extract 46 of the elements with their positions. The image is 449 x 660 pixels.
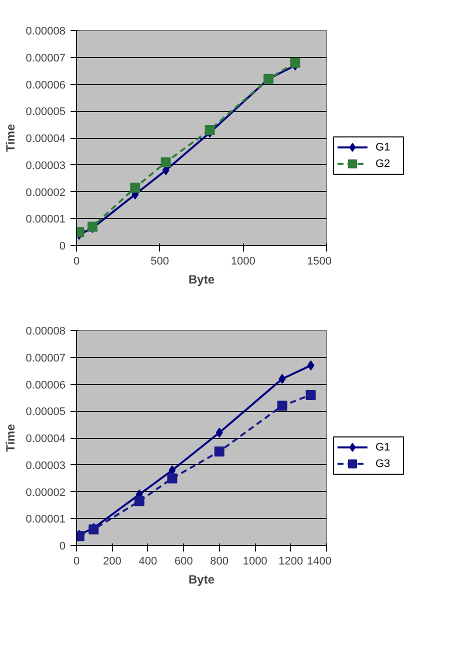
y-axis-title: Time — [4, 424, 18, 452]
y-tick-label: 0.00006 — [26, 379, 66, 392]
x-tick-label: 400 — [138, 556, 158, 568]
y-tick-label: 0.00007 — [26, 352, 66, 364]
x-axis-title: Byte — [188, 272, 215, 286]
y-tick-label: 0 — [59, 240, 66, 252]
point — [277, 400, 288, 411]
point — [134, 496, 144, 506]
x-tick-label: 500 — [150, 256, 170, 268]
y-tick-label: 0.00004 — [26, 433, 66, 445]
y-tick-label: 0 — [59, 540, 66, 552]
point — [216, 428, 223, 438]
legend-label: G1 — [376, 441, 390, 454]
point — [214, 446, 224, 456]
x-tick-label: 0 — [73, 256, 80, 268]
x-tick-label: 1000 — [242, 556, 268, 568]
y-tick-label: 0.00005 — [26, 106, 66, 118]
x-axis-title: Byte — [188, 572, 215, 586]
point — [167, 473, 178, 484]
x-tick-label: 800 — [210, 556, 229, 568]
y-tick-label: 0.00003 — [26, 160, 66, 172]
x-tick-label: 600 — [174, 556, 193, 568]
point — [306, 390, 316, 400]
x-tick-label: 1200 — [278, 556, 304, 568]
x-tick-label: 0 — [73, 556, 80, 568]
x-tick-label: 1000 — [230, 256, 256, 268]
x-tick-label: 1500 — [307, 256, 332, 268]
y-axis-title: Time — [4, 124, 18, 152]
point — [278, 374, 286, 384]
y-tick-label: 0.00004 — [26, 133, 66, 145]
y-tick-label: 0.00008 — [26, 326, 66, 338]
y-tick-label: 0.00007 — [26, 52, 66, 64]
x-tick-label: 200 — [103, 556, 122, 568]
y-tick-label: 0.00001 — [26, 214, 66, 226]
y-tick-label: 0.00002 — [26, 186, 66, 199]
y-tick-label: 0.00006 — [26, 79, 66, 92]
y-tick-label: 0.00001 — [26, 514, 66, 526]
point — [307, 360, 314, 370]
legend-label: G3 — [376, 458, 390, 470]
legend-label: G2 — [376, 158, 390, 170]
y-tick-label: 0.00003 — [26, 460, 66, 472]
y-tick-label: 0.00002 — [26, 486, 66, 499]
y-tick-label: 0.00005 — [26, 406, 66, 418]
x-tick-label: 1400 — [307, 556, 332, 568]
legend-label: G1 — [376, 141, 390, 154]
y-tick-label: 0.00008 — [26, 26, 66, 38]
